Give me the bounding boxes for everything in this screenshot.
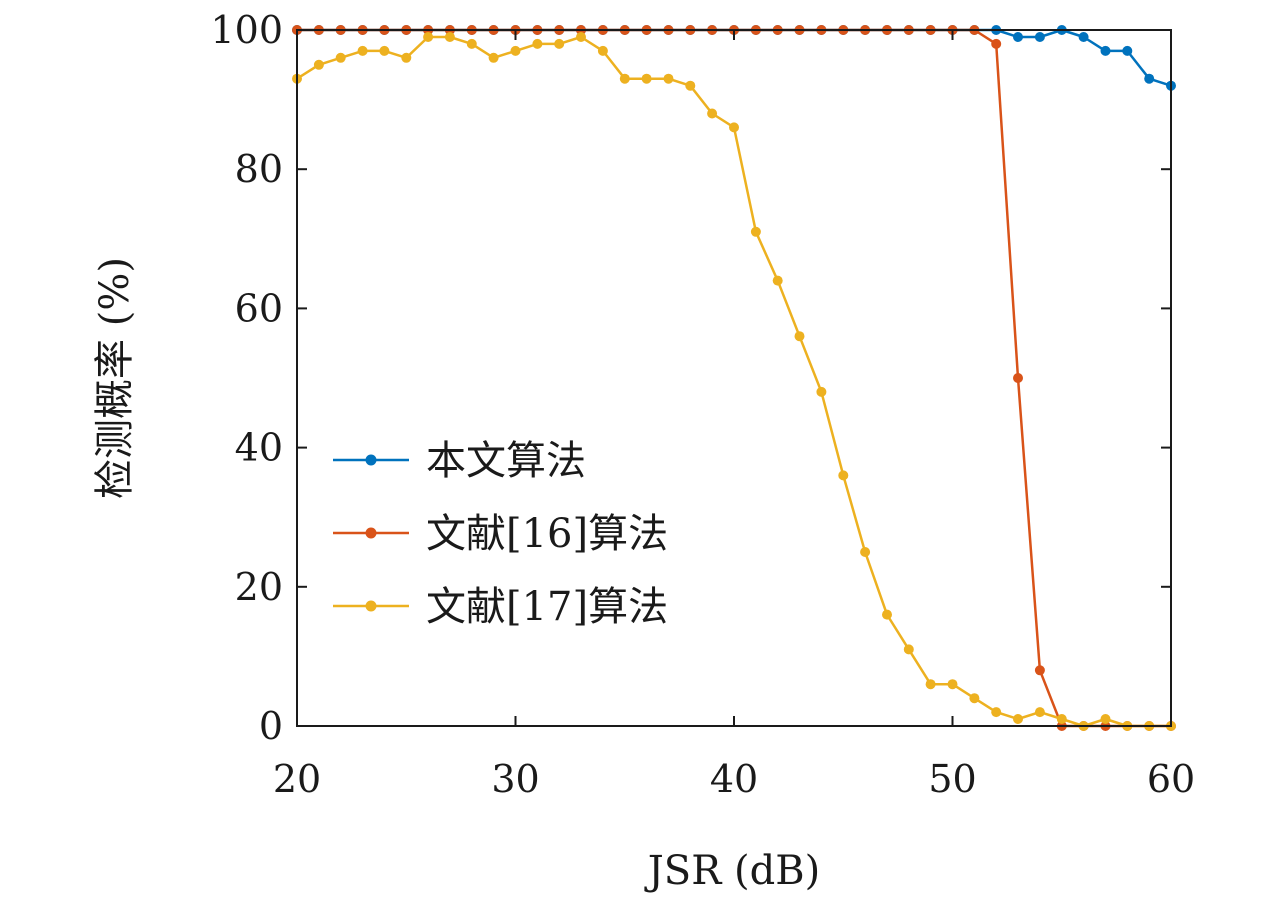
y-tick-label: 80 <box>235 147 283 191</box>
series-3-point <box>335 52 346 63</box>
series-3-point <box>1100 714 1111 724</box>
y-tick-label: 100 <box>210 8 283 52</box>
legend-marker <box>365 600 377 612</box>
series-3-point <box>729 122 739 133</box>
series-3 <box>292 32 1176 731</box>
series-3-point <box>1013 714 1023 724</box>
series-3-point <box>554 38 565 49</box>
series-3-point <box>838 470 849 481</box>
series-3-point <box>641 73 652 84</box>
series-3-point <box>379 45 390 56</box>
y-tick-label: 0 <box>259 704 283 748</box>
series-3-point <box>1034 707 1045 718</box>
series-3-point <box>707 108 718 119</box>
series-1-point <box>1078 32 1089 42</box>
series-2-point <box>991 38 1002 49</box>
series-layer <box>292 25 1176 731</box>
series-3-point <box>947 679 958 690</box>
y-tick-label: 20 <box>235 565 283 609</box>
series-3-point <box>423 32 434 42</box>
legend-entry-2: 文献[16]算法 <box>333 511 668 557</box>
series-3-point <box>357 45 368 56</box>
legend-label: 文献[16]算法 <box>426 511 668 557</box>
series-3-point <box>794 331 805 342</box>
y-tick-label: 40 <box>235 426 283 470</box>
legend-entry-1: 本文算法 <box>333 438 586 484</box>
series-3-point <box>750 226 761 237</box>
x-tick-label: 40 <box>710 757 758 801</box>
series-3-point <box>313 59 324 70</box>
series-3-point <box>882 609 892 620</box>
series-1-point <box>1013 32 1023 42</box>
series-3-point <box>532 38 543 49</box>
series-3-point <box>925 679 936 690</box>
series-3-point <box>510 45 521 56</box>
y-axis-title: 检测概率 (%) <box>92 257 138 499</box>
x-tick-label: 20 <box>273 757 321 801</box>
series-3-point <box>969 693 980 704</box>
series-3-point <box>816 386 827 397</box>
series-3-point <box>488 52 499 63</box>
series-3-point <box>597 45 608 56</box>
x-tick-label: 60 <box>1147 757 1195 801</box>
ticks-layer: 20 30 40 50 60 0 20 40 60 80 100 <box>210 8 1195 801</box>
series-3-point <box>991 707 1002 718</box>
series-1-point <box>1034 32 1045 42</box>
series-2-point <box>1013 373 1023 383</box>
series-1-point <box>1144 73 1155 84</box>
series-3-point <box>576 32 586 42</box>
series-3-point <box>619 73 630 84</box>
y-tick-label: 60 <box>235 286 283 330</box>
series-3-point <box>1056 714 1067 724</box>
series-3-point <box>860 547 871 557</box>
x-tick-label: 50 <box>928 757 976 801</box>
series-3-point <box>401 52 412 63</box>
series-2-point <box>1034 665 1045 676</box>
series-1-point <box>1100 45 1111 56</box>
x-axis-title: JSR (dB) <box>644 848 820 894</box>
series-3-point <box>903 644 914 655</box>
legend-entry-3: 文献[17]算法 <box>333 584 668 630</box>
legend-marker <box>365 527 377 539</box>
series-1-point <box>1122 45 1133 56</box>
x-tick-label: 30 <box>491 757 539 801</box>
legend-label: 文献[17]算法 <box>426 584 668 630</box>
series-3-point <box>444 32 455 42</box>
series-3-point <box>466 38 477 49</box>
series-3-point <box>772 275 783 286</box>
legend-marker <box>365 454 377 466</box>
series-3-point <box>663 73 674 84</box>
legend-label: 本文算法 <box>426 438 586 484</box>
series-3-point <box>685 80 696 91</box>
